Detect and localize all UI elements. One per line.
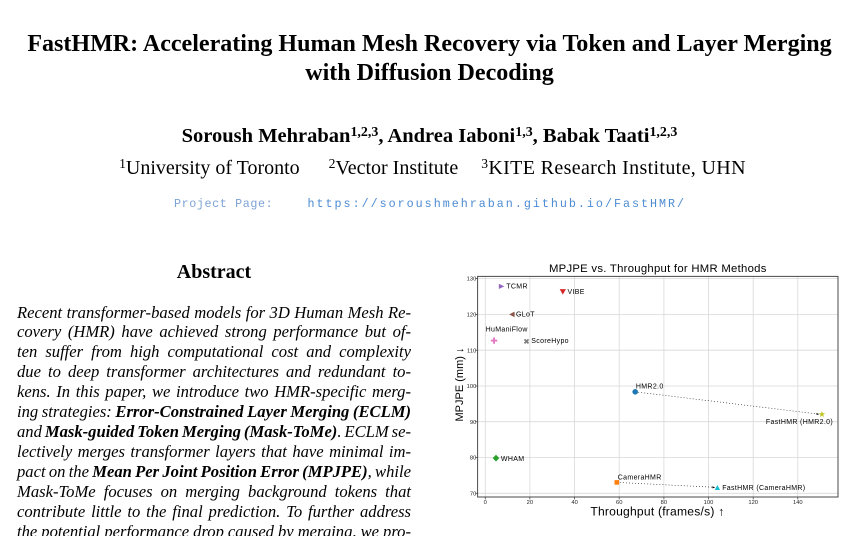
svg-text:40: 40: [571, 500, 577, 506]
svg-text:20: 20: [527, 500, 533, 506]
svg-text:100: 100: [704, 500, 714, 506]
svg-text:120: 120: [748, 500, 758, 506]
svg-text:GLoT: GLoT: [516, 311, 535, 318]
svg-text:120: 120: [467, 313, 477, 319]
svg-text:90: 90: [470, 420, 476, 426]
svg-text:HMR2.0: HMR2.0: [636, 384, 664, 391]
svg-text:WHAM: WHAM: [501, 456, 524, 463]
svg-text:CameraHMR: CameraHMR: [618, 474, 662, 481]
svg-text:TCMR: TCMR: [506, 283, 528, 290]
svg-text:130: 130: [467, 277, 477, 283]
svg-text:MPJPE vs. Throughput for HMR M: MPJPE vs. Throughput for HMR Methods: [549, 263, 767, 275]
svg-text:110: 110: [467, 348, 476, 354]
svg-text:80: 80: [661, 500, 667, 506]
svg-text:MPJPE (mm) ↓: MPJPE (mm) ↓: [454, 348, 466, 422]
svg-text:FastHMR (CameraHMR): FastHMR (CameraHMR): [722, 485, 805, 492]
svg-text:HuManiFlow: HuManiFlow: [486, 326, 529, 333]
svg-text:ScoreHypo: ScoreHypo: [531, 338, 569, 345]
svg-text:140: 140: [793, 500, 803, 506]
svg-text:80: 80: [470, 456, 476, 462]
svg-text:70: 70: [470, 491, 476, 497]
svg-text:100: 100: [467, 384, 477, 390]
svg-text:Throughput (frames/s) ↑: Throughput (frames/s) ↑: [590, 504, 724, 518]
svg-text:0: 0: [484, 500, 487, 506]
svg-text:60: 60: [616, 500, 622, 506]
svg-text:VIBE: VIBE: [568, 289, 585, 296]
svg-text:FastHMR (HMR2.0): FastHMR (HMR2.0): [766, 419, 833, 426]
